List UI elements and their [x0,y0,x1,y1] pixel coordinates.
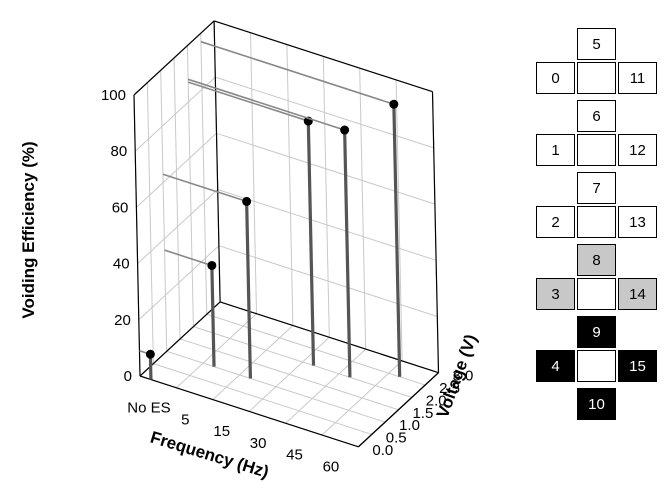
x-tick-label: 30 [250,435,267,452]
back-wall-gridline [359,68,367,350]
projection-line [200,40,395,105]
data-point [340,125,350,135]
back-wall-gridline [216,132,436,205]
axis-edge [213,20,221,302]
back-wall-gridline [322,56,330,338]
electrode-cell: 5 [577,28,616,60]
y-axis-label: Voltage (V) [433,332,481,421]
data-point [389,99,399,109]
data-point [242,196,252,206]
electrode-cell: 13 [618,206,657,238]
back-wall-gridline [395,79,403,361]
electrode-cell: 14 [618,278,657,310]
z-tick-label: 40 [113,256,130,273]
electrode-cell: 0 [536,62,575,94]
y-tick-label: 0.0 [372,442,393,459]
axis-edge [219,301,439,374]
x-tick-label: 15 [213,423,230,440]
side-wall-gridline [146,82,154,364]
z-tick-label: 100 [101,87,126,104]
electrode-cell: 11 [618,62,657,94]
y-tick-label: 2.0 [426,392,447,409]
electrode-cell-center [577,350,616,382]
floor-gridline [166,350,386,423]
z-tick-label: 0 [124,368,132,385]
electrode-cell: 10 [577,388,616,420]
axis-edge [133,20,215,96]
electrode-cell-center [577,278,616,310]
grid-lines [133,20,439,448]
floor-gridline [153,363,372,435]
side-wall-gridline [200,33,208,315]
axis-edge [431,91,440,373]
axes-frame [133,20,440,448]
z-tick-label: 80 [111,143,128,160]
back-wall-gridline [218,245,438,317]
side-wall-gridline [160,70,168,352]
electrode-cell: 9 [577,316,616,348]
electrode-cell: 15 [618,350,657,382]
electrode-cell: 1 [536,134,575,166]
electrode-cell: 7 [577,172,616,204]
z-axis-label: Voiding Efficiency (%) [19,141,38,318]
z-tick-label: 20 [114,312,131,329]
z-tick-label: 60 [112,199,129,216]
electrode-cell-center [577,134,616,166]
electrode-cell-center [577,62,616,94]
axis-edge [139,301,221,377]
back-wall-gridline [286,44,294,326]
electrode-map: 5 0 11 6 1 12 7 2 13 8 3 14 9 4 15 10 [536,22,657,482]
back-wall-gridline [215,76,434,149]
y-tick-label: 1.5 [412,405,433,422]
x-tick-label: 5 [181,411,189,428]
side-wall-gridline [186,45,194,327]
stem [392,104,402,377]
electrode-cell: 4 [536,350,575,382]
data-point [145,349,155,359]
side-wall-gridline [136,132,217,208]
stem [245,201,253,379]
projection-line [164,249,213,267]
projection-line [162,173,247,203]
axis-edge [213,20,433,93]
data-stems [139,40,402,380]
electrode-cell: 8 [577,244,616,276]
floor-gridline [206,313,426,386]
x-tick-label: 45 [286,447,303,464]
electrode-cell: 2 [536,206,575,238]
stem [210,265,216,367]
electrode-cell: 12 [618,134,657,166]
side-wall-gridline [138,245,220,321]
side-wall-gridline [134,76,216,152]
side-wall-gridline [173,57,181,339]
axis-edge [133,94,141,377]
electrode-cell: 6 [577,100,616,132]
side-wall-gridline [137,189,219,264]
back-wall-gridline [250,32,257,314]
x-tick-label: No ES [127,400,170,417]
projection-line [187,78,345,131]
y-tick-label: 3.0 [453,368,474,385]
axis-edge [357,372,439,448]
y-tick-label: 2.5 [439,380,460,397]
stem [343,130,352,378]
data-point [207,260,217,270]
y-tick-label: 1.0 [399,417,420,434]
axis-edge [139,375,359,448]
projection-line [187,81,309,122]
floor-gridline [193,326,412,398]
electrode-cell-center [577,206,616,238]
y-tick-label: 0.5 [386,429,407,446]
x-tick-label: 60 [323,459,340,476]
back-wall-gridline [217,189,437,261]
electrode-cell: 3 [536,278,575,310]
stem [306,121,316,366]
floor-gridline [179,338,399,411]
